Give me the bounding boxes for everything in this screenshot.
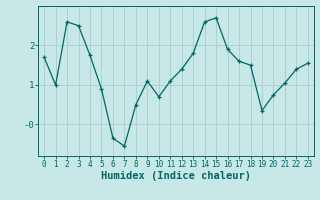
X-axis label: Humidex (Indice chaleur): Humidex (Indice chaleur): [101, 171, 251, 181]
